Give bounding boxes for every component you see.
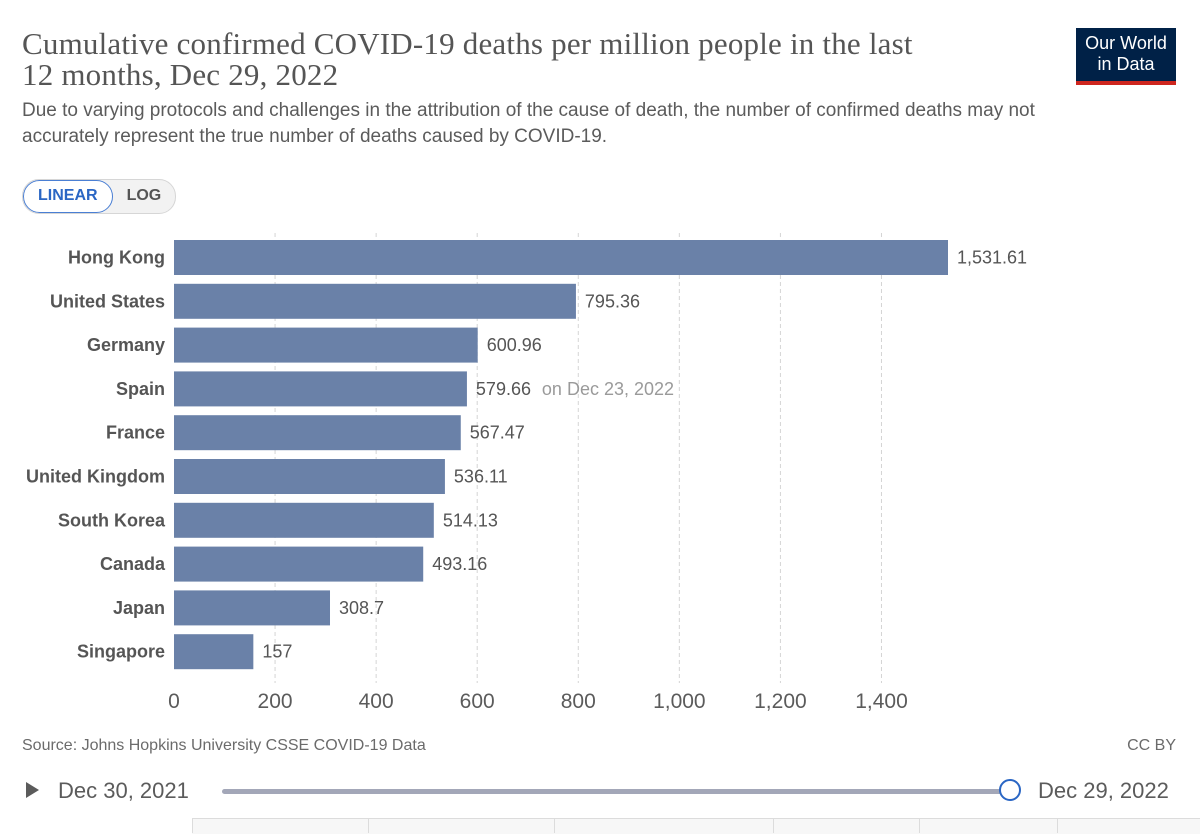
timeline-end-date: Dec 29, 2022	[1038, 778, 1169, 803]
x-tick-label: 1,400	[855, 690, 908, 713]
chart-title: Cumulative confirmed COVID-19 deaths per…	[22, 28, 1022, 90]
category-label: Japan	[113, 598, 165, 618]
license-link[interactable]: CC BY	[1127, 737, 1176, 754]
value-label: 1,531.61	[957, 248, 1027, 268]
value-label: 157	[262, 642, 292, 662]
value-label: 536.11	[454, 467, 508, 487]
tab-separator	[1057, 818, 1058, 833]
bar[interactable]	[174, 502, 434, 538]
bar[interactable]	[174, 240, 948, 275]
scale-toggle: LINEAR LOG	[22, 179, 177, 214]
category-label: South Korea	[58, 510, 166, 530]
category-label: Germany	[87, 335, 165, 355]
value-label: 795.36	[585, 291, 640, 311]
tab-separator	[773, 818, 774, 833]
owid-logo[interactable]: Our World in Data	[1076, 28, 1176, 85]
subtitle-line-2: accurately represent the true number of …	[22, 126, 608, 147]
value-label: 308.7	[339, 598, 384, 618]
bar[interactable]	[174, 415, 461, 451]
x-tick-label: 200	[258, 690, 293, 713]
subtitle-line-1: Due to varying protocols and challenges …	[22, 100, 1035, 121]
tab-separator	[919, 818, 920, 833]
x-tick-label: 600	[460, 690, 495, 713]
timeline-slider-handle[interactable]	[999, 779, 1021, 801]
source-note: Source: Johns Hopkins University CSSE CO…	[22, 737, 426, 754]
bar[interactable]	[174, 634, 254, 670]
bar-chart: Hong Kong 1,531.61 United States 795.36 Germ…	[26, 233, 1027, 713]
timeline-start-date: Dec 30, 2021	[58, 778, 189, 803]
value-label: 493.16	[432, 554, 487, 574]
category-label: Canada	[100, 554, 166, 574]
value-label: 579.66	[476, 379, 531, 399]
x-tick-label: 1,200	[754, 690, 807, 713]
value-label: 567.47	[470, 423, 525, 443]
x-tick-label: 800	[561, 690, 596, 713]
value-annotation: on Dec 23, 2022	[542, 379, 674, 399]
category-label: United States	[50, 291, 165, 311]
bar[interactable]	[174, 371, 467, 407]
play-icon[interactable]	[26, 782, 39, 798]
category-label: United Kingdom	[26, 467, 165, 487]
category-label: Hong Kong	[68, 248, 165, 268]
bar[interactable]	[174, 459, 445, 494]
tab-separator	[368, 818, 369, 833]
timeline-slider-track[interactable]	[222, 789, 1012, 794]
bottom-tab-strip	[192, 818, 1200, 834]
category-label: Singapore	[77, 642, 165, 662]
chart-title-line-1: Cumulative confirmed COVID-19 deaths per…	[22, 26, 913, 61]
bar[interactable]	[174, 327, 478, 363]
x-tick-label: 0	[168, 690, 180, 713]
logo-line-2: in Data	[1097, 54, 1155, 74]
tab-separator	[554, 818, 555, 833]
x-tick-label: 400	[359, 690, 394, 713]
x-tick-label: 1,000	[653, 690, 706, 713]
category-label: Spain	[116, 379, 165, 399]
tab-separator	[192, 818, 193, 833]
chart-title-line-2: 12 months, Dec 29, 2022	[22, 57, 339, 92]
linear-scale-button[interactable]: LINEAR	[23, 180, 113, 213]
value-label: 600.96	[487, 335, 542, 355]
logo-line-1: Our World	[1085, 33, 1167, 53]
bar[interactable]	[174, 546, 424, 582]
bar[interactable]	[174, 590, 331, 626]
value-label: 514.13	[443, 510, 498, 530]
category-label: France	[106, 423, 165, 443]
chart-subtitle: Due to varying protocols and challenges …	[22, 98, 1162, 150]
bar[interactable]	[174, 283, 576, 319]
log-scale-button[interactable]: LOG	[126, 187, 162, 204]
